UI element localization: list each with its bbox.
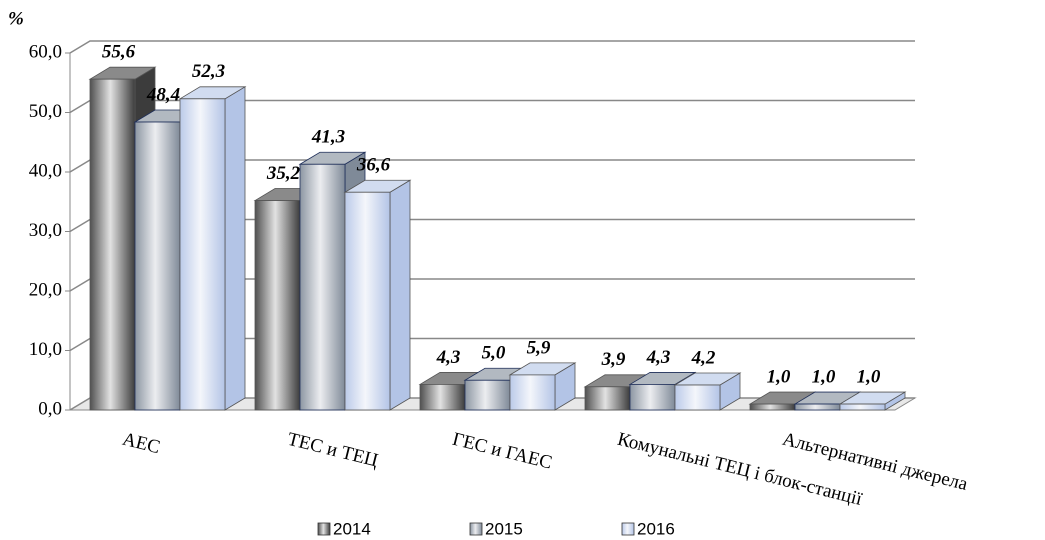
y-tick-label: 30,0 <box>29 220 62 241</box>
bar <box>419 384 466 411</box>
data-label: 1,0 <box>857 366 881 387</box>
y-tick-label: 20,0 <box>29 279 62 300</box>
data-label: 41,3 <box>311 127 345 148</box>
bar <box>344 191 391 411</box>
bar <box>464 379 511 411</box>
y-tick-label: 50,0 <box>29 101 62 122</box>
bar <box>134 121 181 411</box>
bar <box>749 403 796 411</box>
legend-label: 2014 <box>333 519 371 538</box>
legend-swatch <box>621 522 635 536</box>
legend-swatch <box>317 522 331 536</box>
legend-swatch <box>469 522 483 536</box>
data-label: 3,9 <box>601 349 626 370</box>
data-label: 55,6 <box>102 42 136 63</box>
y-tick-label: 40,0 <box>29 160 62 181</box>
legend-label: 2015 <box>485 519 523 538</box>
bar <box>179 98 226 411</box>
data-label: 1,0 <box>767 366 791 387</box>
x-tick-label: ГЕС и ГАЕС <box>450 429 554 474</box>
bar <box>629 384 676 411</box>
data-label: 48,4 <box>146 84 180 105</box>
bar <box>299 163 346 411</box>
data-label: 35,2 <box>266 163 301 184</box>
y-axis-label: % <box>8 8 24 29</box>
bar <box>584 386 631 411</box>
bar <box>509 374 556 411</box>
bar <box>254 200 301 411</box>
bar-side <box>389 179 411 411</box>
x-tick-label: ТЕС и ТЕЦ <box>285 429 380 472</box>
data-label: 36,6 <box>356 155 391 176</box>
y-tick-label: 0,0 <box>38 398 62 419</box>
data-label: 4,2 <box>691 347 716 368</box>
data-label: 4,3 <box>436 347 461 368</box>
data-label: 52,3 <box>192 61 225 82</box>
bar-side <box>224 86 246 411</box>
bar <box>89 78 136 411</box>
y-tick-label: 60,0 <box>29 41 62 62</box>
y-tick-label: 10,0 <box>29 339 62 360</box>
data-label: 4,3 <box>646 347 671 368</box>
grid-line <box>69 40 915 54</box>
bar <box>794 403 841 411</box>
data-label: 1,0 <box>812 366 836 387</box>
data-label: 5,0 <box>482 343 506 364</box>
x-tick-label: АЕС <box>120 429 162 459</box>
bar <box>674 384 721 411</box>
data-label: 5,9 <box>527 337 551 358</box>
bar <box>839 403 886 411</box>
legend-label: 2016 <box>637 519 675 538</box>
